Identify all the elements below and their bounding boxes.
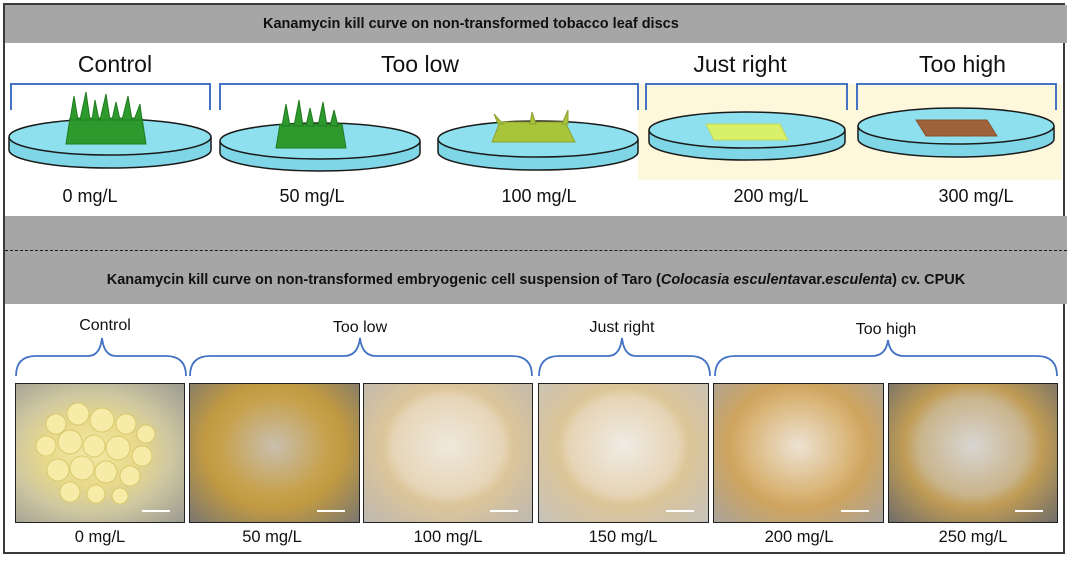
bottom-group-label-too-high: Too high [855,321,917,338]
leaf-disc-healthy-50mg [275,99,347,149]
panel-separator [5,216,1067,256]
scale-bar [666,510,694,512]
photo-cells-200mg [713,383,884,523]
bracket-top-control [10,83,211,110]
photo-cells-100mg [363,383,533,523]
bracket-top-too-low [219,83,639,110]
top-group-label-too-low: Too low [381,51,459,77]
photo-cells-150mg [538,383,709,523]
bottom-group-label-too-low: Too low [332,319,388,336]
dashed-divider [5,250,1067,251]
top-dose-300: 300 mg/L [938,186,1014,206]
scale-bar [142,510,170,512]
leaf-disc-dead-300mg [915,119,998,137]
top-group-label-just-right: Just right [693,51,787,77]
bottom-title-species: Colocasia esculenta [660,272,801,288]
brace-control [15,337,187,377]
leaf-disc-yellowing-100mg [491,109,576,143]
top-group-label-too-high: Too high [919,51,1006,77]
bottom-title-suffix: ) cv. CPUK [892,272,966,288]
leaf-disc-healthy-0mg [65,91,147,145]
top-panel-title: Kanamycin kill curve on non-transformed … [5,5,1067,43]
top-dose-50: 50 mg/L [279,186,345,206]
bottom-dose-150: 150 mg/L [588,528,658,546]
scale-bar [1015,510,1043,512]
leaf-disc-pale-200mg [705,123,789,141]
photo-cells-250mg [888,383,1058,523]
bottom-dose-0: 0 mg/L [74,528,126,546]
photo-cells-0mg [15,383,185,523]
brace-too-low [189,337,533,377]
callus-clumps [35,402,156,505]
bracket-top-just-right [645,83,848,110]
scale-bar [841,510,869,512]
scale-bar [317,510,345,512]
scale-bar [490,510,518,512]
top-dose-0: 0 mg/L [62,186,118,206]
bottom-dose-50: 50 mg/L [242,528,302,546]
brace-too-high [714,339,1058,377]
bottom-title-variety: esculenta [825,272,893,288]
bottom-dose-200: 200 mg/L [764,528,834,546]
bracket-top-too-high [856,83,1057,110]
photo-cells-50mg [189,383,360,523]
brace-just-right [538,337,711,377]
bottom-group-label-control: Control [79,317,131,334]
bottom-dose-250: 250 mg/L [938,528,1008,546]
bottom-title-mid: var. [800,272,826,288]
bottom-group-label-just-right: Just right [589,319,655,336]
bottom-title-prefix: Kanamycin kill curve on non-transformed … [106,272,661,288]
bottom-panel-title: Kanamycin kill curve on non-transformed … [5,256,1067,304]
top-group-label-control: Control [77,51,153,77]
bottom-dose-100: 100 mg/L [413,528,483,546]
top-panel-title-text: Kanamycin kill curve on non-transformed … [263,16,679,32]
top-dose-100: 100 mg/L [501,186,577,206]
top-dose-200: 200 mg/L [733,186,809,206]
